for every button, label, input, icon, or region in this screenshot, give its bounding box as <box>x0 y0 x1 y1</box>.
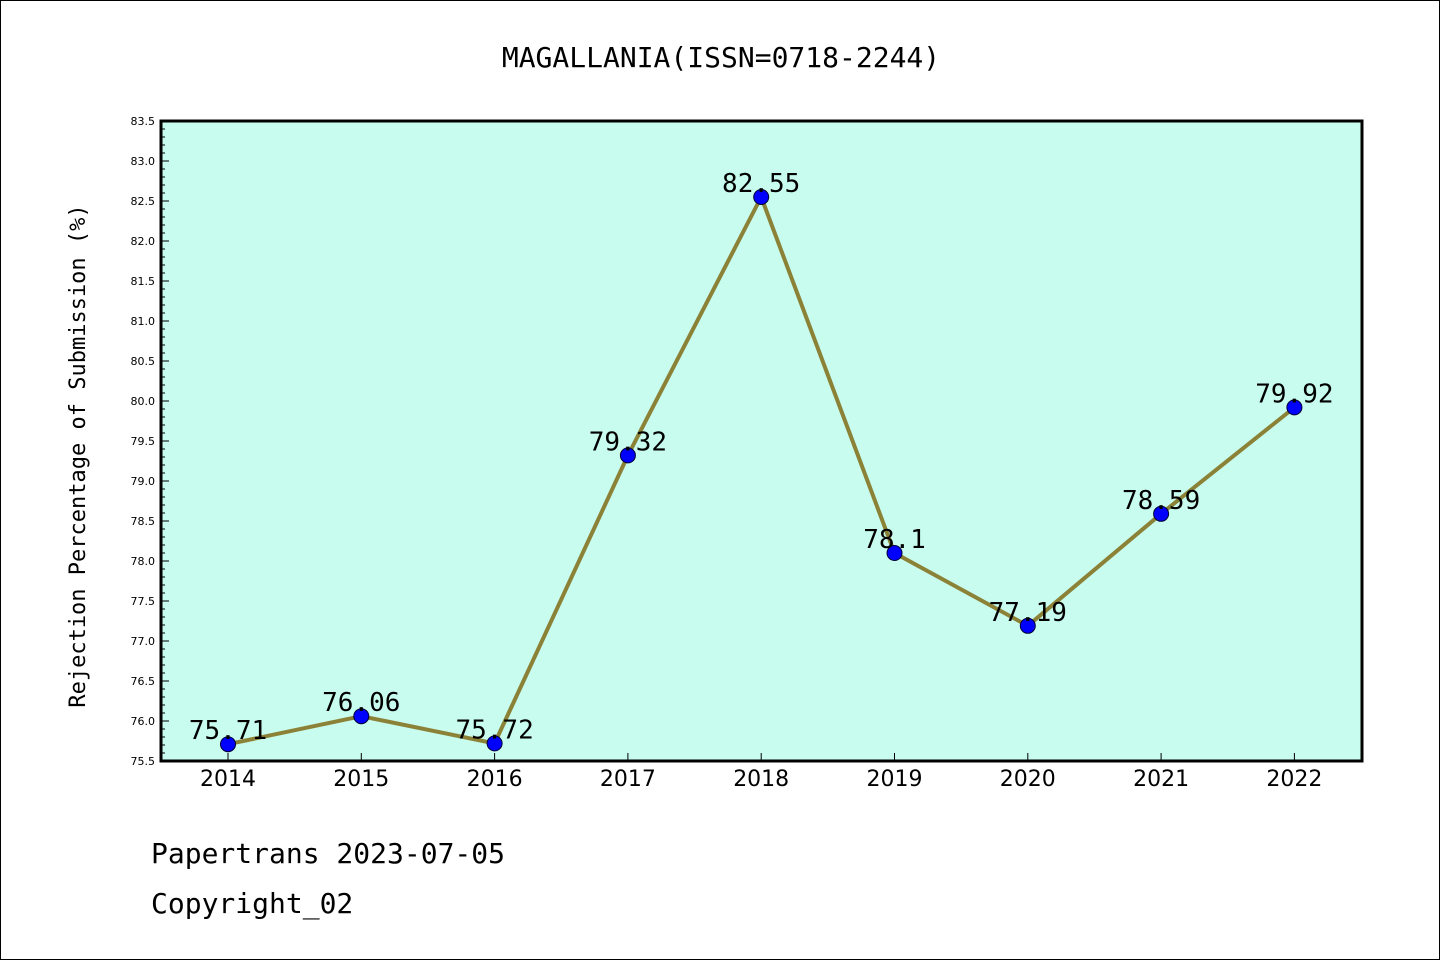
data-point <box>353 708 370 725</box>
x-tick-label: 2016 <box>467 767 523 792</box>
data-label: 79.32 <box>589 427 667 457</box>
y-tick-label: 76.5 <box>131 675 156 688</box>
y-tick-label: 83.5 <box>131 115 156 128</box>
data-label: 77.19 <box>989 598 1067 628</box>
data-label: 82.55 <box>722 169 800 199</box>
data-point <box>1153 505 1170 522</box>
y-tick-label: 80.0 <box>131 395 156 408</box>
data-label: 78.1 <box>863 525 926 555</box>
plot-area <box>159 119 1364 763</box>
y-tick-label: 78.0 <box>131 555 156 568</box>
data-point <box>1019 617 1036 634</box>
x-tick-label: 2019 <box>867 767 923 792</box>
x-tick-label: 2021 <box>1133 767 1189 792</box>
y-tick-label: 83.0 <box>131 155 156 168</box>
y-tick-label: 80.5 <box>131 355 156 368</box>
data-point <box>886 545 903 561</box>
y-tick-label: 76.0 <box>131 715 156 728</box>
series-line: 75.71 76.06 75.72 79.32 82.55 78.1 77.19 78.59 7… <box>189 169 1334 753</box>
y-tick-label: 79.5 <box>131 435 156 448</box>
y-tick-label: 78.5 <box>131 515 156 528</box>
data-point <box>753 189 770 205</box>
x-axis: 2014 2015 2016 2017 2018 2019 2020 2021 2022 <box>200 753 1322 792</box>
data-label: 78.59 <box>1122 486 1200 516</box>
data-point <box>1286 399 1303 416</box>
x-tick-label: 2020 <box>1000 767 1056 792</box>
y-tick-label: 81.5 <box>131 275 156 288</box>
y-tick-label: 82.0 <box>131 235 156 248</box>
y-tick-label: 77.0 <box>131 635 156 648</box>
y-tick-label: 75.5 <box>131 755 156 768</box>
data-label: 75.72 <box>455 715 533 745</box>
data-point <box>619 447 636 464</box>
data-label: 79.92 <box>1255 379 1333 409</box>
chart-title: MAGALLANIA(ISSN=0718-2244) <box>502 41 940 74</box>
y-tick-label: 81.0 <box>131 315 156 328</box>
data-point <box>486 735 503 752</box>
footer-date: Papertrans 2023-07-05 <box>151 837 506 870</box>
x-tick-label: 2015 <box>333 767 389 792</box>
x-tick-label: 2014 <box>200 767 256 792</box>
y-tick-label: 82.5 <box>131 195 156 208</box>
y-tick-label: 77.5 <box>131 595 156 608</box>
data-label: 76.06 <box>322 688 400 718</box>
x-tick-label: 2022 <box>1266 767 1322 792</box>
y-axis-label: Rejection Percentage of Submission (%) <box>66 204 91 707</box>
data-label: 75.71 <box>189 716 267 746</box>
x-tick-label: 2017 <box>600 767 656 792</box>
y-tick-label: 79.0 <box>131 475 156 488</box>
x-tick-label: 2018 <box>733 767 789 792</box>
data-point <box>220 736 236 753</box>
y-axis: 75.5 76.0 76.5 77.0 77.5 78.0 78.5 79.0 79.5 80.0… <box>131 115 169 768</box>
footer-copyright: Copyright_02 <box>151 887 354 920</box>
